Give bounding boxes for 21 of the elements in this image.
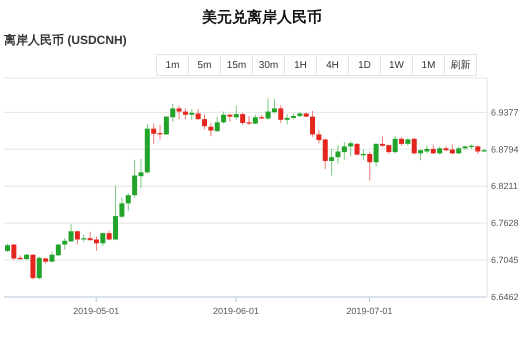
chart-subtitle: 离岸人民币 (USDCNH) [4, 32, 127, 49]
y-tick-label: 6.6462 [491, 292, 519, 302]
x-tick-label: 2019-07-01 [346, 306, 392, 316]
y-tick-label: 6.9377 [491, 107, 519, 118]
y-tick-label: 6.8794 [491, 144, 519, 154]
text: 15m [220, 54, 253, 76]
text: 刷新 [444, 54, 477, 76]
y-tick-label: 6.7045 [491, 255, 519, 266]
text: 1H [284, 54, 317, 76]
x-tick-label: 2019-05-01 [73, 306, 120, 316]
y-tick-label: 6.7628 [491, 218, 519, 228]
chart-title: 美元兑离岸人民币 [201, 8, 323, 27]
y-tick-label: 6.8211 [491, 181, 518, 192]
text: 1D [348, 54, 381, 76]
text: 1W [380, 54, 413, 76]
text: 1M [412, 54, 445, 76]
x-tick-label: 2019-06-01 [212, 306, 259, 316]
text: 4H [316, 54, 349, 76]
text: 30m [252, 54, 285, 76]
text: 5m [188, 54, 221, 76]
text: 1m [156, 54, 189, 76]
